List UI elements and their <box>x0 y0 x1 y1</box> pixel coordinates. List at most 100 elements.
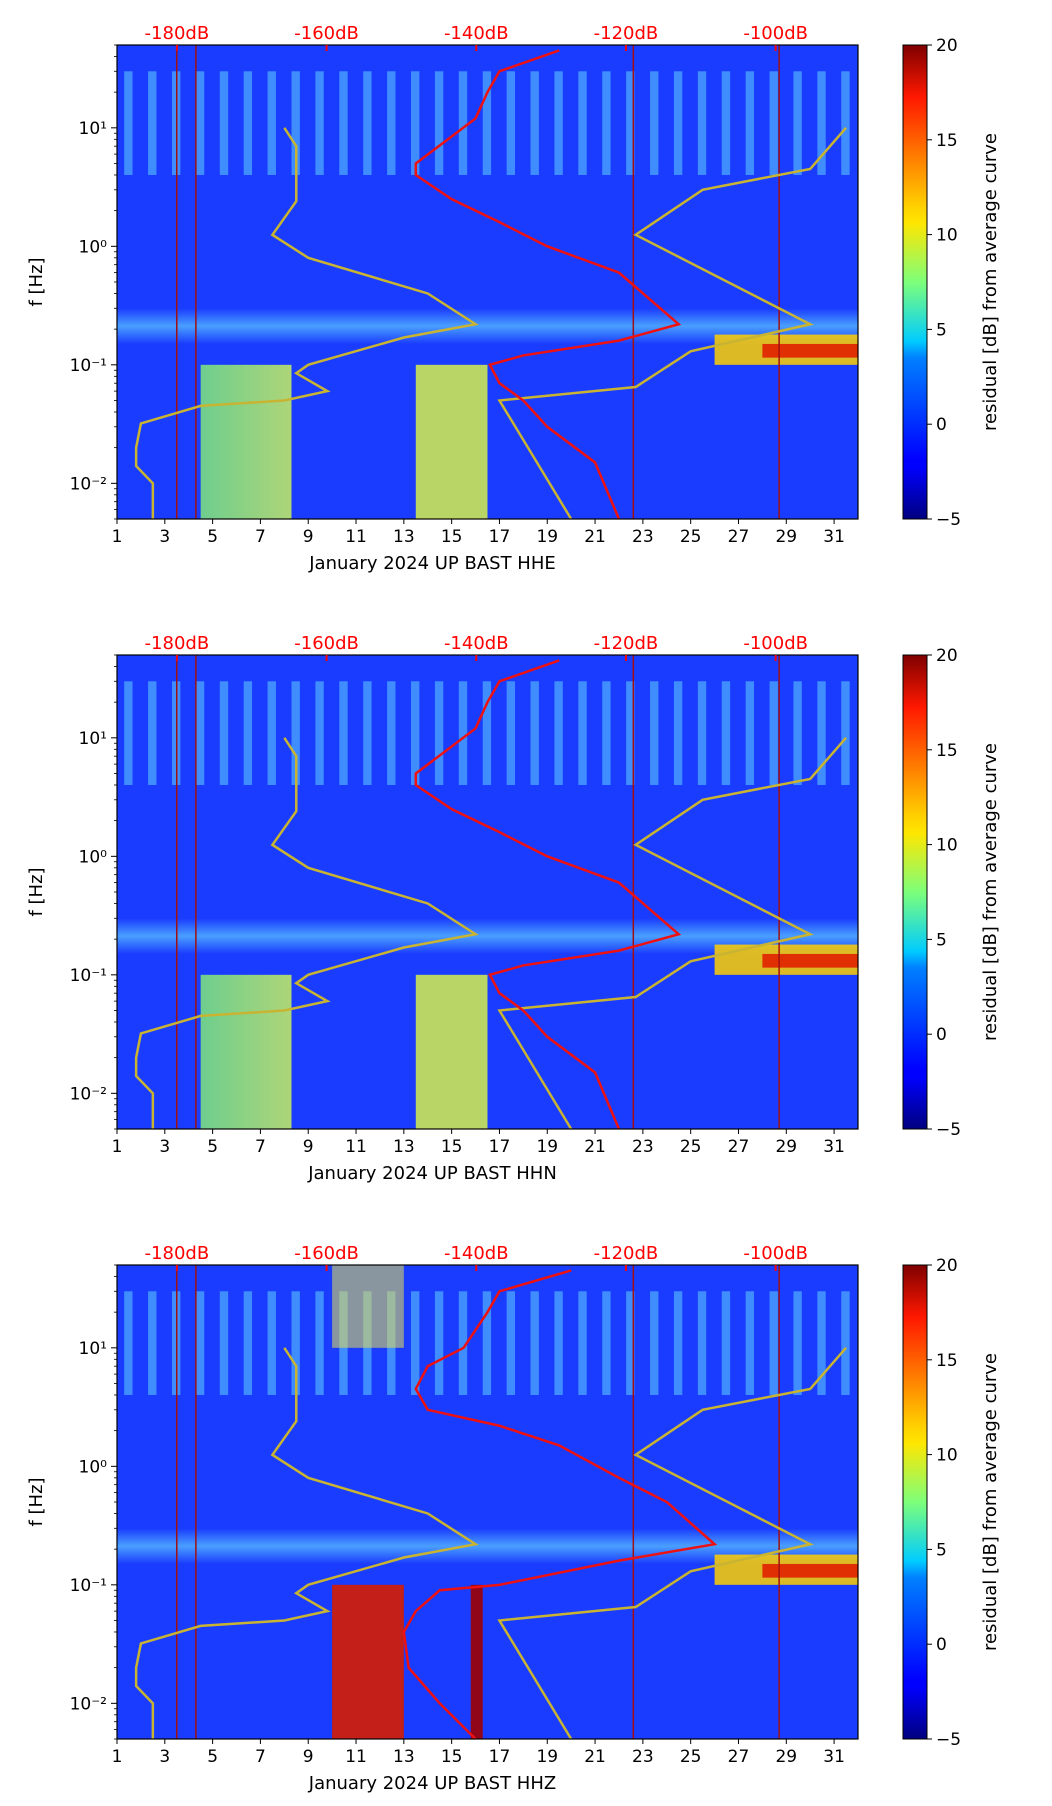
daily-noise-column <box>315 71 324 175</box>
x-tick-label: 21 <box>584 527 606 547</box>
colorbar <box>902 44 928 520</box>
colorbar-tick-label: 5 <box>936 320 947 340</box>
daily-noise-column <box>458 681 468 785</box>
daily-noise-column <box>578 681 587 785</box>
daily-noise-column <box>817 681 826 785</box>
colorbar-tick-label: 10 <box>936 1446 958 1466</box>
db-tick-label: -140dB <box>444 1243 509 1264</box>
y-tick-label: 10⁻² <box>70 1084 107 1104</box>
x-tick-label: 7 <box>255 527 266 547</box>
db-tick-label: -160dB <box>294 1243 359 1264</box>
daily-noise-column <box>506 71 515 175</box>
daily-noise-column <box>554 71 563 175</box>
y-axis-label: f [Hz] <box>26 867 47 916</box>
long-period-noise-block <box>332 1584 404 1739</box>
daily-noise-column <box>650 71 659 175</box>
colorbar-label: residual [dB] from average curve <box>980 133 1001 431</box>
x-tick-label: 23 <box>632 1137 654 1157</box>
daily-noise-column <box>482 1291 492 1395</box>
daily-noise-column <box>745 71 755 175</box>
db-tick-label: -140dB <box>444 633 509 654</box>
colorbar-label: residual [dB] from average curve <box>980 1353 1001 1651</box>
x-tick-label: 27 <box>728 1747 750 1767</box>
x-tick-label: 17 <box>489 1137 511 1157</box>
x-tick-label: 1 <box>112 527 123 547</box>
db-tick-label: -140dB <box>444 23 509 44</box>
daily-noise-column <box>339 71 348 175</box>
daily-noise-column <box>793 681 802 785</box>
x-tick-label: 1 <box>112 1747 123 1767</box>
daily-noise-column <box>411 681 420 785</box>
daily-noise-column <box>243 681 253 785</box>
long-period-noise-block <box>415 364 488 519</box>
x-tick-label: 31 <box>823 1747 845 1767</box>
db-tick-label: -120dB <box>594 23 659 44</box>
long-period-noise-block <box>470 1584 483 1739</box>
db-tick-label: -180dB <box>145 633 210 654</box>
x-axis-label: January 2024 UP BAST HHZ <box>308 1773 556 1794</box>
colorbar-tick-label: 0 <box>936 1635 947 1655</box>
x-tick-label: 9 <box>303 1747 314 1767</box>
colorbar-tick-label: 5 <box>936 930 947 950</box>
daily-noise-column <box>315 1291 324 1395</box>
colorbar-tick-label: 15 <box>936 131 958 151</box>
x-tick-label: 17 <box>489 1747 511 1767</box>
storm-band-core <box>762 343 858 358</box>
long-period-noise-block <box>200 974 292 1129</box>
daily-noise-column <box>650 681 659 785</box>
db-tick-label: -120dB <box>594 633 659 654</box>
x-tick-label: 5 <box>207 1747 218 1767</box>
daily-noise-column <box>769 681 778 785</box>
daily-noise-column <box>458 1291 468 1395</box>
db-tick-label: -180dB <box>145 23 210 44</box>
y-tick-label: 10⁻¹ <box>70 1576 107 1596</box>
daily-noise-column <box>339 681 348 785</box>
daily-noise-column <box>458 71 468 175</box>
daily-noise-column <box>602 71 611 175</box>
daily-noise-column <box>434 681 444 785</box>
daily-noise-column <box>148 1291 157 1395</box>
daily-noise-column <box>602 681 611 785</box>
daily-noise-column <box>124 681 133 785</box>
daily-noise-column <box>602 1291 611 1395</box>
colorbar-tick-label: 20 <box>936 36 958 56</box>
y-tick-label: 10⁰ <box>79 1457 108 1477</box>
daily-noise-column <box>243 1291 253 1395</box>
y-tick-label: 10⁻¹ <box>70 966 107 986</box>
x-tick-label: 21 <box>584 1747 606 1767</box>
daily-noise-column <box>769 71 778 175</box>
colorbar-tick-label: 15 <box>936 741 958 761</box>
daily-noise-column <box>267 681 276 785</box>
daily-noise-column <box>148 681 157 785</box>
daily-noise-column <box>841 681 850 785</box>
daily-noise-column <box>195 681 205 785</box>
noise-model-curve <box>497 1347 847 1740</box>
daily-noise-column <box>267 71 276 175</box>
x-tick-label: 19 <box>536 1137 558 1157</box>
colorbar-label: residual [dB] from average curve <box>980 743 1001 1041</box>
daily-noise-column <box>793 71 802 175</box>
daily-noise-column <box>697 1291 707 1395</box>
daily-noise-column <box>697 681 707 785</box>
daily-noise-column <box>195 1291 205 1395</box>
long-period-noise-block <box>415 974 488 1129</box>
colorbar-tick-label: 20 <box>936 1256 958 1276</box>
daily-noise-column <box>697 71 707 175</box>
daily-noise-column <box>219 1291 229 1395</box>
x-tick-label: 29 <box>775 1137 797 1157</box>
daily-noise-column <box>578 1291 587 1395</box>
x-tick-label: 29 <box>775 527 797 547</box>
noise-model-curve <box>134 737 479 1129</box>
daily-noise-column <box>291 71 300 175</box>
daily-noise-column <box>745 681 755 785</box>
colorbar-tick-label: −5 <box>936 510 961 530</box>
x-tick-label: 13 <box>393 527 415 547</box>
daily-noise-column <box>626 71 635 175</box>
colorbar-tick-label: −5 <box>936 1120 961 1140</box>
colorbar-tick-label: −5 <box>936 1730 961 1750</box>
x-tick-label: 11 <box>345 1137 367 1157</box>
